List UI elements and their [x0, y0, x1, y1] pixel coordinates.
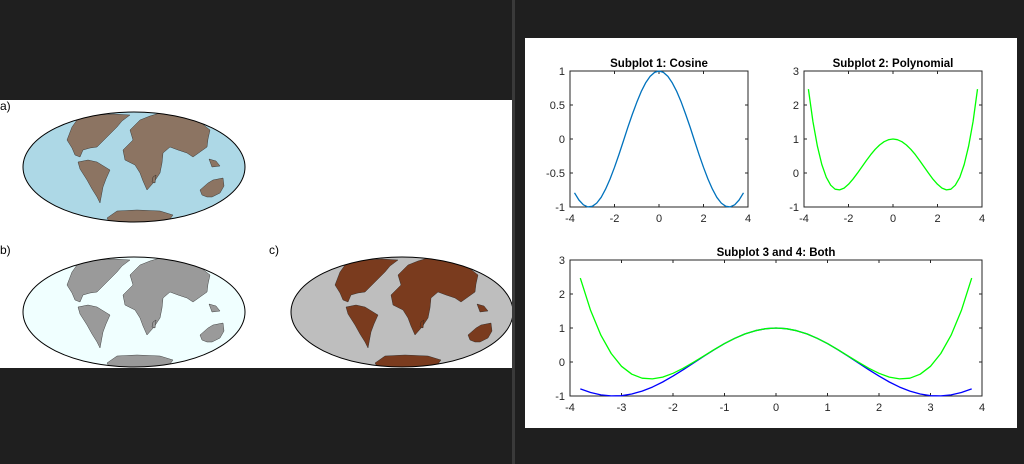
map-b	[22, 256, 246, 368]
maps-canvas	[22, 111, 512, 368]
y-tick-label: -0.5	[546, 168, 565, 180]
map-c	[290, 256, 512, 368]
y-tick-label: 1	[559, 323, 565, 335]
x-tick-label: -4	[565, 213, 575, 225]
y-tick-label: 3	[559, 255, 565, 267]
x-tick-label: 0	[656, 213, 662, 225]
y-tick-label: 0	[559, 357, 565, 369]
y-tick-label: 2	[559, 289, 565, 301]
y-tick-label: 0.5	[550, 100, 565, 112]
y-tick-label: -1	[789, 202, 799, 214]
y-tick-label: 0	[559, 134, 565, 146]
x-tick-label: -2	[668, 402, 678, 414]
series-line-2	[579, 277, 973, 380]
subplot-title: Subplot 1: Cosine	[610, 58, 708, 70]
x-tick-label: -3	[617, 402, 627, 414]
x-tick-label: 2	[934, 213, 940, 225]
series-line-1	[807, 89, 979, 191]
series-line-1	[573, 70, 745, 208]
x-tick-label: 1	[824, 402, 830, 414]
subplot-title: Subplot 3 and 4: Both	[717, 247, 836, 259]
x-tick-label: 2	[700, 213, 706, 225]
subplot-figure: Subplot 1: Cosine -4 -2 0 2 4 -1 -0.5 0 0.5 1 Subpl…	[525, 38, 1017, 428]
x-tick-label: -1	[720, 402, 730, 414]
x-tick-label: -2	[844, 213, 854, 225]
x-tick-label: -4	[799, 213, 809, 225]
map-a	[22, 111, 246, 223]
x-tick-label: 4	[745, 213, 751, 225]
subplot-1: Subplot 1: Cosine -4 -2 0 2 4 -1 -0.5 0 0.5 1	[546, 58, 751, 225]
x-tick-label: 0	[773, 402, 779, 414]
x-tick-label: 4	[979, 213, 985, 225]
subplots-canvas: Subplot 1: Cosine-4 -2 0 2 4-1-0.500.51Subpl…	[546, 58, 985, 414]
y-tick-label: 0	[793, 168, 799, 180]
y-tick-label: 2	[793, 100, 799, 112]
x-tick-label: 3	[927, 402, 933, 414]
x-tick-label: 4	[979, 402, 985, 414]
map-label-a: a)	[0, 99, 11, 113]
y-tick-label: 1	[793, 134, 799, 146]
axes-box	[569, 70, 749, 208]
x-tick-label: -4	[565, 402, 575, 414]
map-label-c: c)	[269, 243, 279, 257]
map-label-b: b)	[0, 243, 11, 257]
subplot-title: Subplot 2: Polynomial	[833, 58, 954, 70]
x-tick-label: 2	[876, 402, 882, 414]
subplot-2: Subplot 2: Polynomial -4 -2 0 2 4 -1 0 1 2 3	[789, 58, 985, 225]
y-tick-label: -1	[555, 202, 565, 214]
window-divider[interactable]	[512, 0, 515, 464]
y-tick-label: -1	[555, 391, 565, 403]
x-tick-label: -2	[610, 213, 620, 225]
x-tick-label: 0	[890, 213, 896, 225]
subplot-3: Subplot 3 and 4: Both -4 -3 -2 -1 0 1 2 3 4 -1 0 1 2 3	[555, 247, 985, 414]
y-tick-label: 1	[559, 66, 565, 78]
map-figure: a) b) c)	[0, 99, 512, 368]
y-tick-label: 3	[793, 66, 799, 78]
